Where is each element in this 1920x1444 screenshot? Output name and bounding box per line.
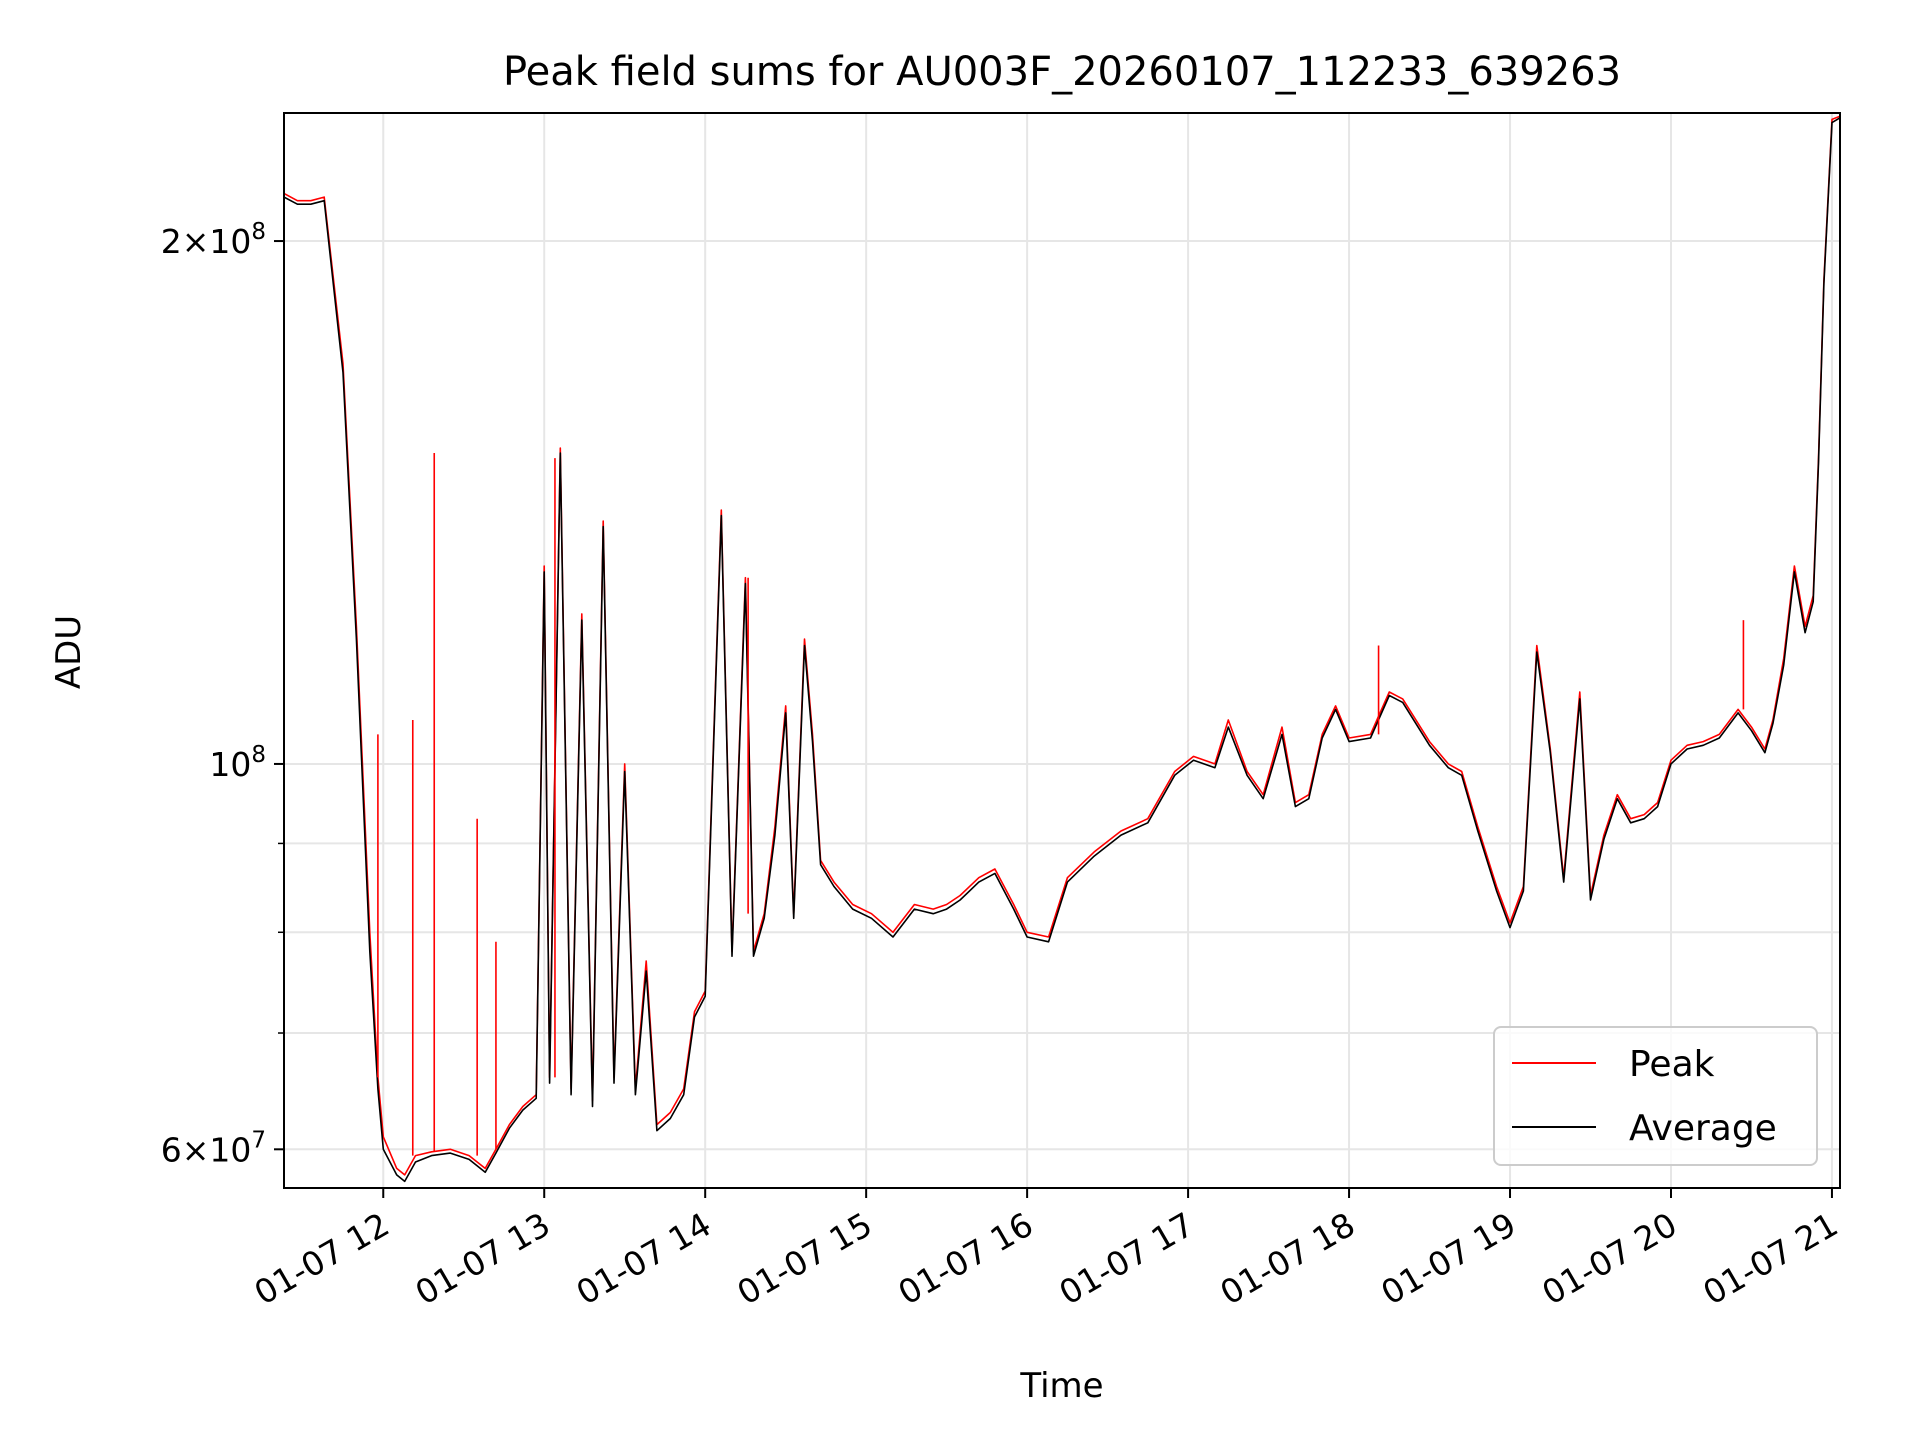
- y-axis-label: ADU: [49, 615, 89, 689]
- plot-frame: [283, 112, 1841, 1189]
- series-line-average: [284, 117, 1840, 1183]
- series-line-peak: [284, 115, 1840, 1176]
- chart-title: Peak field sums for AU003F_20260107_1122…: [503, 49, 1621, 95]
- legend: Peak Average: [1493, 1026, 1818, 1166]
- x-axis-label: Time: [1019, 1366, 1103, 1406]
- legend-box: [1493, 1026, 1818, 1166]
- y-tick-label: 108: [209, 742, 266, 784]
- y-tick-label: 6×107: [161, 1127, 266, 1169]
- series-lines: [284, 115, 1840, 1183]
- legend-average-label: Average: [1629, 1108, 1777, 1149]
- y-tick-label: 2×108: [161, 219, 266, 261]
- legend-peak-label: Peak: [1629, 1044, 1715, 1085]
